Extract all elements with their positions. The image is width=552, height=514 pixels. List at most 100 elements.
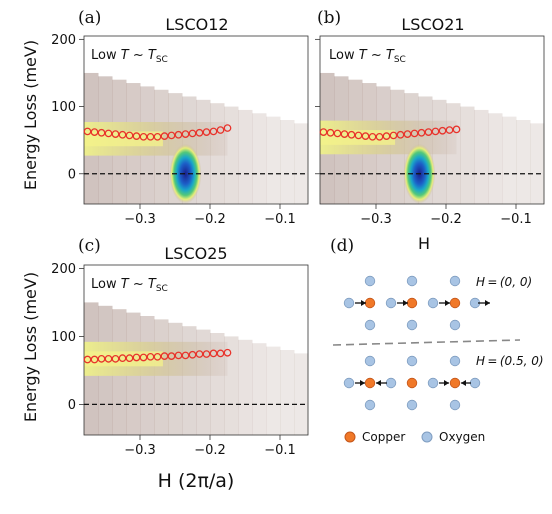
dispersion-point: [417, 128, 426, 137]
y-tick-label: 200: [51, 262, 76, 277]
oxygen-atom: [385, 377, 397, 389]
dispersion-point: [223, 124, 232, 132]
panel-b-letter: (b): [317, 8, 341, 28]
dispersion-point: [209, 127, 218, 136]
x-tick-label: −0.3: [124, 212, 156, 227]
dispersion-point: [202, 128, 211, 136]
dispersion-point: [389, 131, 398, 140]
heatmap-column: [294, 123, 309, 204]
diagram-divider: [332, 339, 521, 346]
panel-b-heatmap: [320, 72, 545, 205]
heatmap-column: [294, 353, 309, 435]
dispersion-point: [118, 130, 127, 139]
dispersion-point: [174, 130, 183, 139]
panel-a-heatmap: [84, 72, 309, 205]
heatmap-column: [238, 109, 253, 204]
panel-c-letter: (c): [78, 236, 101, 256]
panel-c-note: Low T ~ TSC: [91, 277, 168, 294]
panel-a-note: Low T ~ TSC: [91, 48, 168, 65]
copper-atom: [449, 297, 461, 309]
dispersion-point: [382, 132, 391, 140]
panel-a-axes: −0.3 −0.2 −0.1 0 100 200: [51, 33, 308, 227]
heatmap-column: [280, 350, 295, 435]
heatmap-column: [224, 336, 239, 435]
displacement-arrowhead: [445, 300, 450, 306]
displacement-arrowhead: [360, 380, 365, 386]
panel-c-heatmap: [84, 302, 309, 435]
dispersion-point: [167, 131, 176, 140]
oxygen-atom: [364, 399, 376, 411]
heatmap-band-core: [320, 130, 396, 145]
dispersion-point: [90, 355, 99, 364]
oxygen-atom: [343, 297, 355, 309]
x-tick-label: −0.2: [194, 212, 226, 227]
panel-c-x-label: H (2π/a): [158, 470, 235, 492]
legend-copper-label: Copper: [362, 430, 405, 444]
copper-atom: [406, 377, 418, 389]
dispersion-point: [333, 129, 342, 138]
dispersion-point: [431, 127, 440, 136]
heatmap-column: [460, 106, 475, 204]
dispersion-point: [424, 128, 433, 136]
dispersion-point: [216, 349, 225, 358]
oxygen-atom: [343, 377, 355, 389]
y-tick-label: 100: [51, 330, 76, 345]
diagram-lattice: [343, 275, 490, 411]
dispersion-point: [97, 128, 106, 137]
panel-b: (b) LSCO21 Low T ~ TSC −0.3 −0.2 −0.1 H: [315, 8, 545, 253]
heatmap-column: [238, 339, 253, 435]
elastic-peak: [169, 143, 202, 204]
dispersion-point: [403, 130, 412, 138]
x-tick-label: −0.2: [430, 212, 462, 227]
panel-c-frame: [83, 264, 309, 436]
panel-b-dispersion-points: [319, 125, 461, 141]
displacement-arrowhead: [403, 300, 408, 306]
oxygen-atom: [364, 319, 376, 331]
legend-copper-marker: [344, 431, 356, 443]
oxygen-atom: [406, 319, 418, 331]
heatmap-column: [530, 123, 545, 204]
dispersion-point: [223, 348, 232, 357]
dispersion-point: [410, 129, 419, 138]
heatmap-column: [502, 116, 517, 204]
dispersion-point: [319, 128, 328, 136]
dispersion-point: [340, 130, 349, 138]
displacement-arrowhead: [376, 380, 381, 386]
dispersion-point: [202, 350, 211, 358]
dispersion-point: [125, 131, 134, 140]
heatmap-column: [488, 113, 503, 204]
dispersion-point: [90, 128, 99, 136]
heatmap-column: [474, 109, 489, 204]
dispersion-point: [438, 126, 447, 135]
panel-c-axes: −0.3 −0.2 −0.1 0 100 200: [51, 262, 308, 458]
x-tick-label: −0.1: [500, 212, 532, 227]
panel-c-dispersion-points: [83, 348, 232, 364]
oxygen-atom: [449, 319, 461, 331]
x-tick-label: −0.3: [124, 443, 156, 458]
panel-c-y-label: Energy Loss (meV): [21, 272, 40, 422]
heatmap-column: [168, 322, 183, 435]
panel-d-diagram: (d) H = (0, 0) H = (0.5, 0) Copper Oxyge…: [330, 236, 544, 444]
displacement-arrowhead: [361, 300, 366, 306]
x-tick-label: −0.1: [264, 443, 296, 458]
dispersion-point: [396, 130, 405, 139]
panel-c: (c) LSCO25 Low T ~ TSC −0.3 −0.2 −0.1 0 100 2…: [51, 236, 309, 492]
y-tick-label: 0: [68, 398, 76, 413]
oxygen-atom: [449, 399, 461, 411]
displacement-arrowhead: [444, 380, 449, 386]
panel-d-letter: (d): [330, 236, 354, 256]
panel-c-title: LSCO25: [164, 244, 227, 263]
heatmap-column: [516, 120, 531, 204]
oxygen-atom: [385, 297, 397, 309]
heatmap-band-core: [84, 351, 163, 367]
dispersion-point: [445, 126, 454, 134]
displacement-arrowhead: [461, 380, 466, 386]
dispersion-point: [452, 125, 461, 134]
dispersion-point: [83, 127, 92, 136]
diagram-label-top: H = (0, 0): [476, 275, 532, 289]
heatmap-column: [280, 120, 295, 204]
dispersion-point: [347, 130, 356, 139]
oxygen-atom: [364, 275, 376, 287]
copper-atom: [364, 377, 376, 389]
